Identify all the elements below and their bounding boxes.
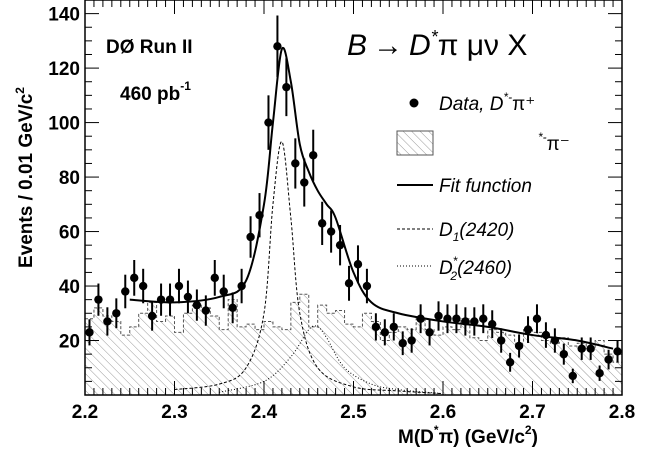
x-tick-label: 2.4 [251, 402, 278, 423]
fit-curve [129, 46, 614, 350]
data-point [317, 201, 327, 246]
data-point [398, 331, 407, 356]
data-point [335, 224, 345, 266]
x-tick-label: 2.2 [72, 402, 98, 423]
histogram-outline [85, 293, 622, 363]
data-point [434, 301, 443, 331]
data-point [470, 307, 479, 336]
x-tick-label: 2.8 [609, 402, 635, 423]
y-tick-label: 100 [48, 114, 80, 135]
data-point [130, 259, 139, 296]
data-point [416, 304, 425, 334]
data-point [282, 58, 291, 117]
data-point [532, 304, 542, 334]
data-point [353, 245, 363, 284]
data-point [201, 295, 211, 326]
y-tick-label: 120 [48, 59, 80, 80]
data-point [183, 280, 193, 314]
experiment-label: DØ Run II [106, 37, 193, 58]
data-point [425, 319, 434, 346]
data-point [613, 340, 622, 363]
data-point [264, 95, 273, 150]
tick-labels: 2.2 2.3 2.4 2.5 2.6 2.7 2.8 20 40 60 80 100 120 140 [48, 5, 635, 423]
data-point [362, 268, 372, 304]
data-point [210, 259, 219, 296]
data-points [85, 15, 622, 384]
data-point [138, 268, 148, 304]
d2-curve [219, 325, 444, 395]
data-point [165, 283, 175, 316]
data-point [255, 193, 264, 238]
data-point [523, 316, 533, 343]
x-axis-label: M(D*π) (GeV/c2) [398, 423, 538, 448]
x-tick-label: 2.3 [161, 402, 187, 423]
data-point [246, 216, 255, 258]
data-point [488, 310, 497, 339]
data-point [443, 304, 452, 334]
y-tick-label: 60 [59, 223, 80, 244]
data-point [192, 289, 202, 321]
data-point [389, 313, 398, 341]
data-point [496, 328, 506, 353]
legend-fit: Fit function [397, 176, 532, 197]
histogram-area [85, 294, 622, 395]
data-point [586, 337, 595, 360]
x-tick-label: 2.6 [430, 402, 456, 423]
legend-d1: D1(2420) [397, 220, 514, 244]
svg-text:Fit function: Fit function [439, 176, 532, 197]
y-tick-label: 140 [48, 5, 80, 26]
y-tick-label: 40 [59, 277, 80, 298]
data-point [121, 274, 130, 309]
data-point [273, 15, 282, 78]
data-point [479, 304, 488, 334]
legend-d2: D* 2(2460) [397, 254, 512, 283]
data-point [595, 365, 604, 381]
data-point [505, 352, 515, 372]
y-axis-label: Events / 0.01 GeV/c2 [13, 87, 37, 268]
data-point [380, 319, 390, 346]
luminosity-label: 460 pb-1 [120, 79, 191, 105]
data-point [94, 283, 103, 316]
data-point [541, 322, 551, 348]
legend-histogram: *-π⁻ [396, 130, 570, 156]
data-point [452, 304, 461, 334]
data-point [344, 265, 354, 301]
data-point [219, 274, 228, 309]
data-point [85, 319, 94, 346]
data-point [407, 328, 416, 353]
y-tick-label: 80 [59, 168, 80, 189]
data-point [461, 307, 470, 336]
svg-text:Data, D*-π⁺: Data, D*-π⁺ [439, 90, 535, 115]
data-point [568, 368, 577, 384]
legend-data: Data, D*-π⁺ [409, 90, 535, 115]
data-point [371, 313, 381, 341]
data-point [228, 292, 237, 324]
data-point [174, 268, 184, 304]
data-point [550, 328, 560, 353]
data-point [237, 268, 246, 304]
svg-text:D*2(2460): D* 2(2460) [439, 254, 512, 283]
data-point [156, 283, 166, 316]
data-point [300, 158, 309, 207]
data-point [559, 343, 569, 365]
data-point [291, 138, 300, 189]
data-point [326, 210, 336, 253]
svg-text:*-π⁻: *-π⁻ [538, 130, 570, 155]
y-tick-label: 20 [59, 332, 80, 353]
data-point [514, 334, 524, 358]
svg-text:D1(2420): D1(2420) [439, 220, 514, 244]
data-point [577, 337, 586, 360]
process-label: B → D*π μν X [347, 27, 527, 62]
data-point [147, 301, 157, 331]
data-point [309, 129, 318, 181]
x-tick-label: 2.7 [519, 402, 545, 423]
axis-ticks [84, 0, 623, 396]
legend: Data, D*-π⁺ *-π⁻ Fit function D1(2420) D… [396, 90, 570, 283]
data-point [103, 307, 112, 336]
x-tick-label: 2.5 [340, 402, 367, 423]
data-point [604, 349, 613, 370]
data-point [112, 298, 121, 329]
